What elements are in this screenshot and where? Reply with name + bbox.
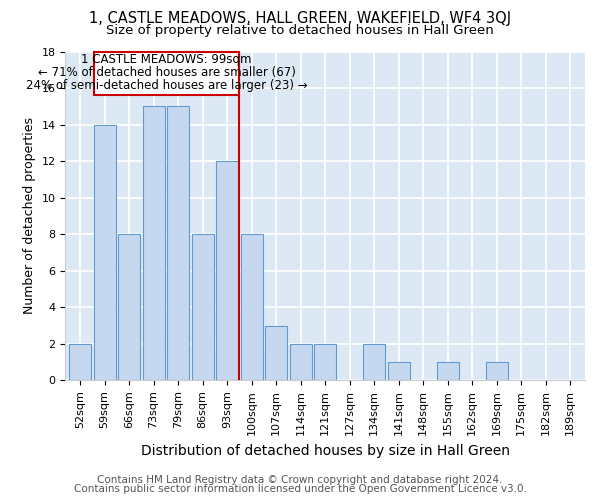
Bar [486, 362, 508, 380]
Bar [388, 362, 410, 380]
Bar [69, 344, 91, 381]
Text: 24% of semi-detached houses are larger (23) →: 24% of semi-detached houses are larger (… [26, 79, 307, 92]
Text: ← 71% of detached houses are smaller (67): ← 71% of detached houses are smaller (67… [38, 66, 295, 79]
Text: 1, CASTLE MEADOWS, HALL GREEN, WAKEFIELD, WF4 3QJ: 1, CASTLE MEADOWS, HALL GREEN, WAKEFIELD… [89, 11, 511, 26]
X-axis label: Distribution of detached houses by size in Hall Green: Distribution of detached houses by size … [140, 444, 509, 458]
Y-axis label: Number of detached properties: Number of detached properties [23, 118, 36, 314]
Text: 1 CASTLE MEADOWS: 99sqm: 1 CASTLE MEADOWS: 99sqm [81, 53, 251, 66]
Bar [314, 344, 336, 381]
Bar [290, 344, 311, 381]
Bar [241, 234, 263, 380]
Bar [437, 362, 459, 380]
Text: Contains HM Land Registry data © Crown copyright and database right 2024.: Contains HM Land Registry data © Crown c… [97, 475, 503, 485]
Bar [191, 234, 214, 380]
Bar [143, 106, 164, 380]
Text: Contains public sector information licensed under the Open Government Licence v3: Contains public sector information licen… [74, 484, 526, 494]
Bar [363, 344, 385, 381]
Bar [265, 326, 287, 380]
Bar [216, 161, 238, 380]
Bar [167, 106, 189, 380]
Bar [118, 234, 140, 380]
FancyBboxPatch shape [94, 52, 239, 96]
Text: Size of property relative to detached houses in Hall Green: Size of property relative to detached ho… [106, 24, 494, 37]
Bar [94, 124, 116, 380]
